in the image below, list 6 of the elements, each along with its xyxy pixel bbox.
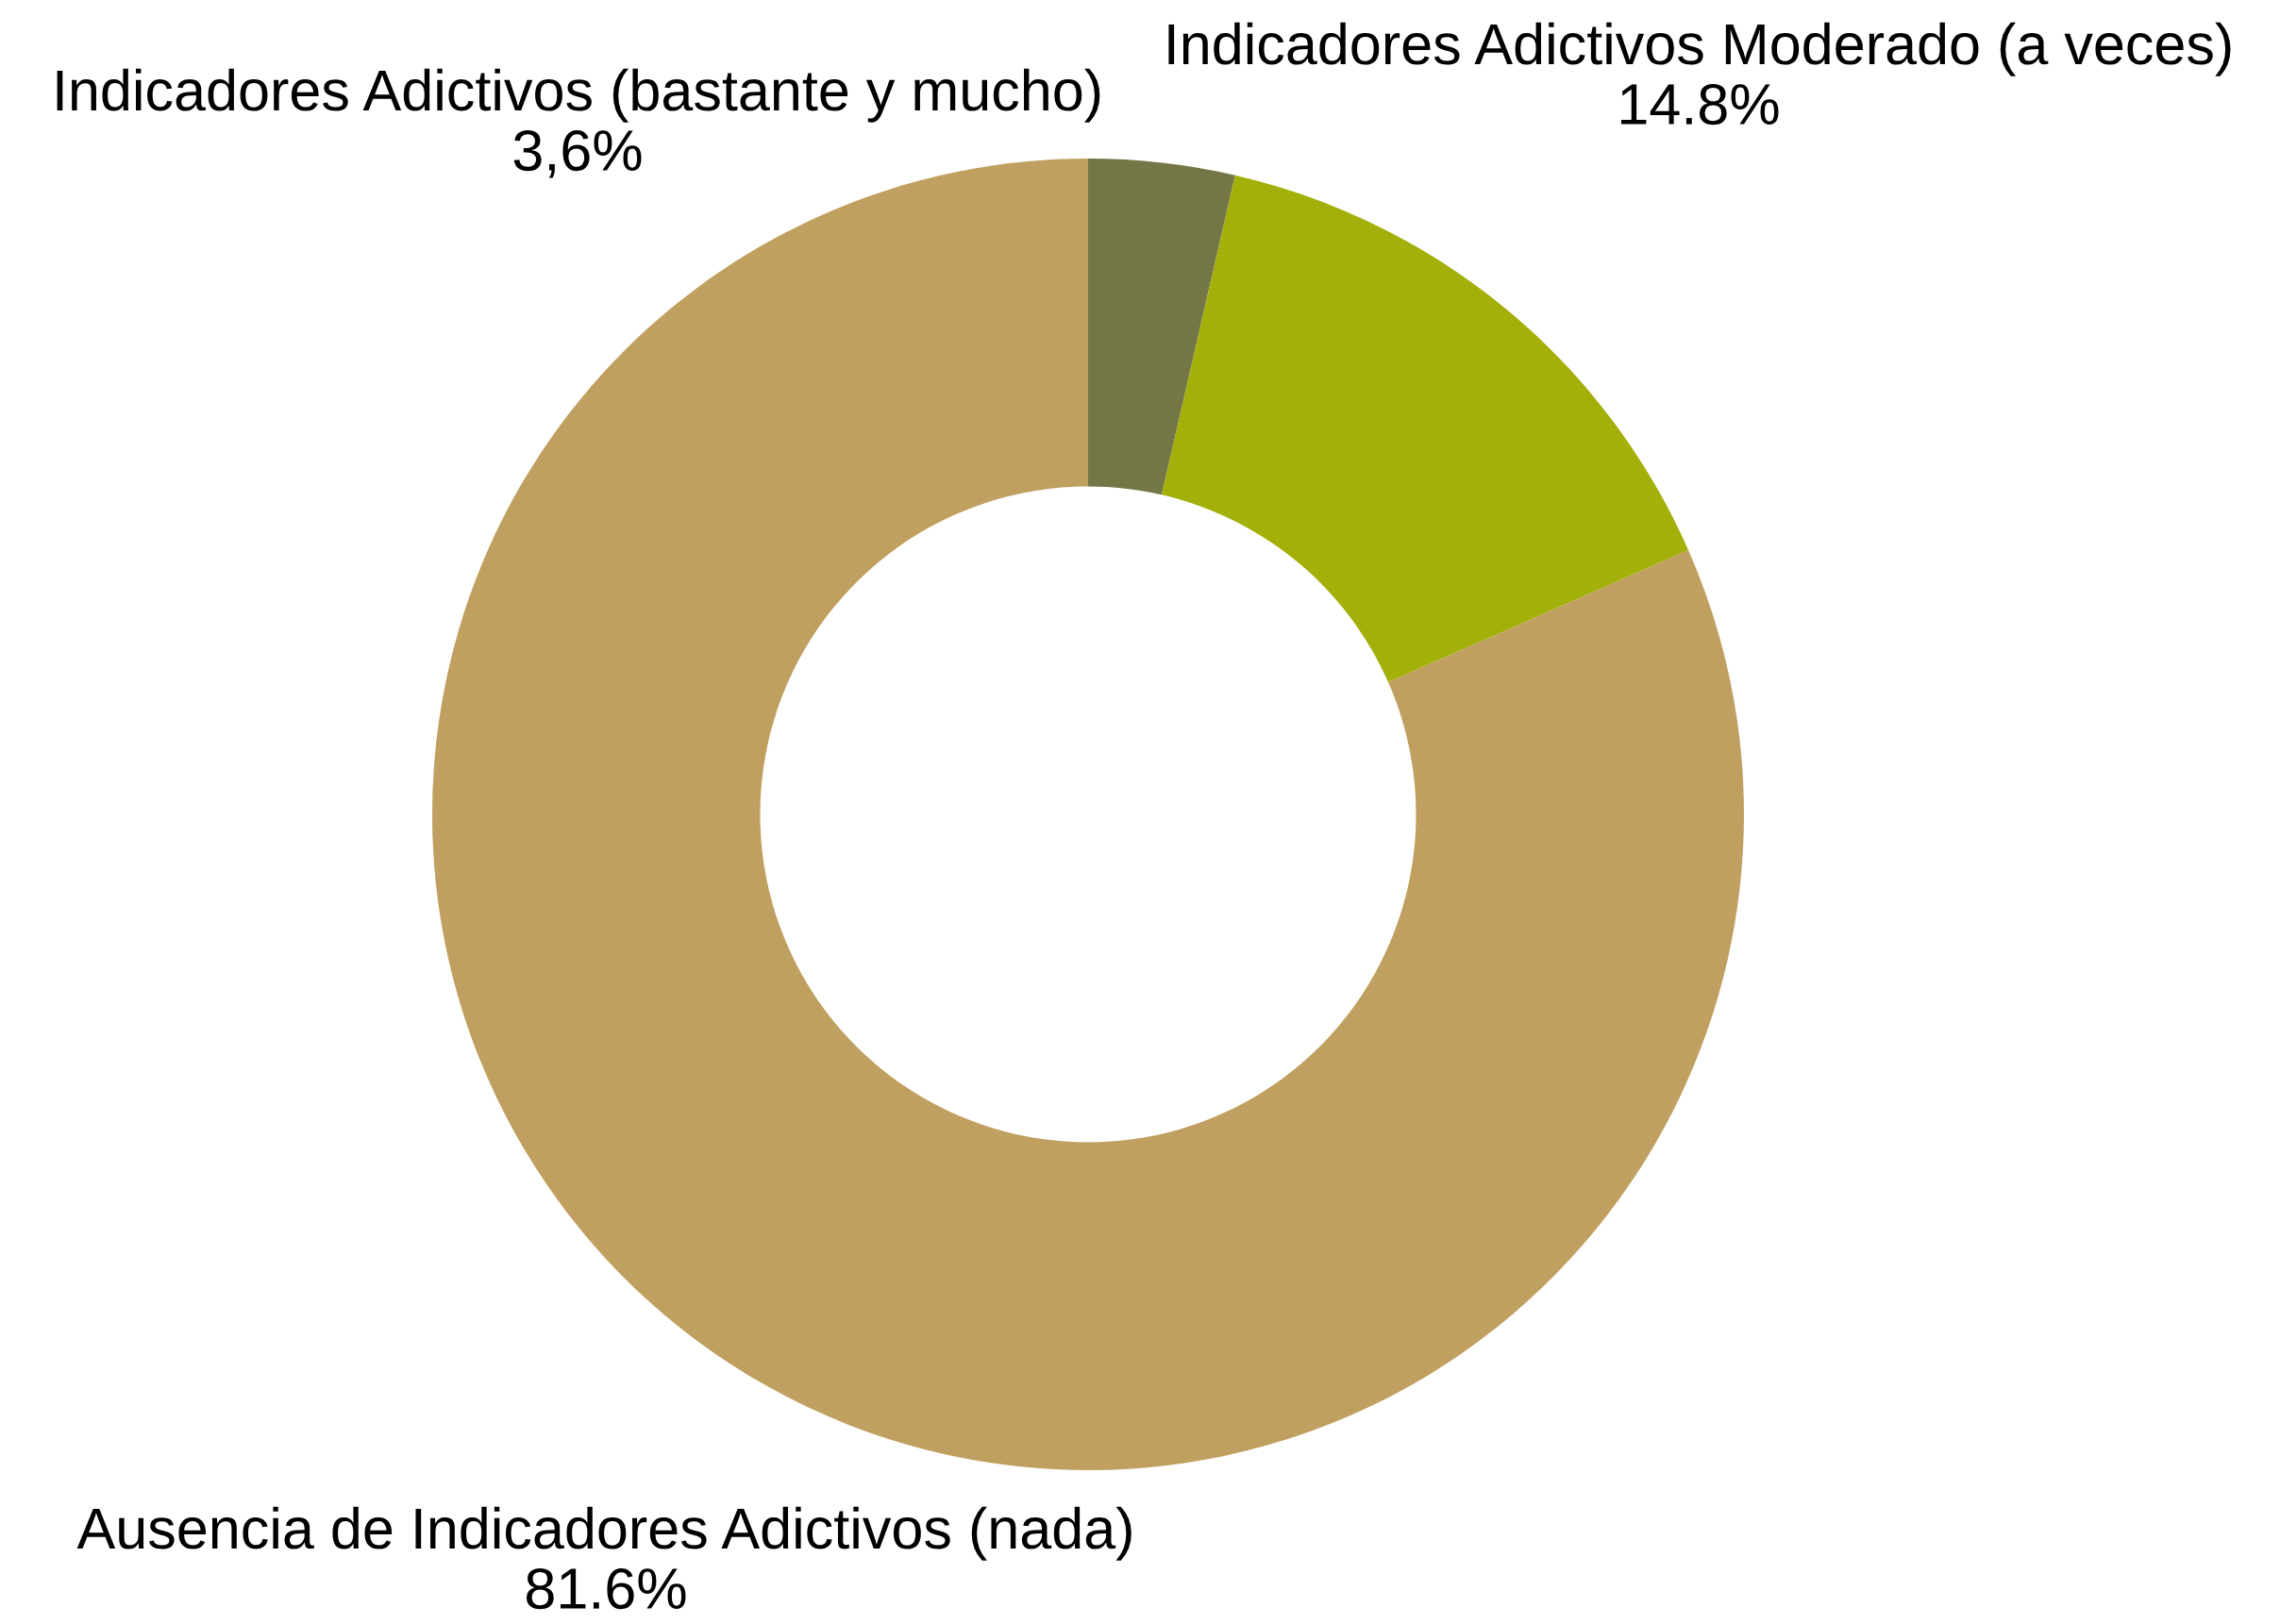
slice-label: Indicadores Adictivos (bastante y mucho) xyxy=(57,68,1100,123)
data-label: 3,6% xyxy=(513,129,642,178)
data-label: 14.8% xyxy=(1621,83,1779,126)
slice-label: Indicadores Adictivos Moderado (a veces) xyxy=(1168,22,2231,76)
data-label: 81.6% xyxy=(527,1567,686,1610)
slice-label: Ausencia de Indicadores Adictivos (nada) xyxy=(76,1506,1132,1561)
